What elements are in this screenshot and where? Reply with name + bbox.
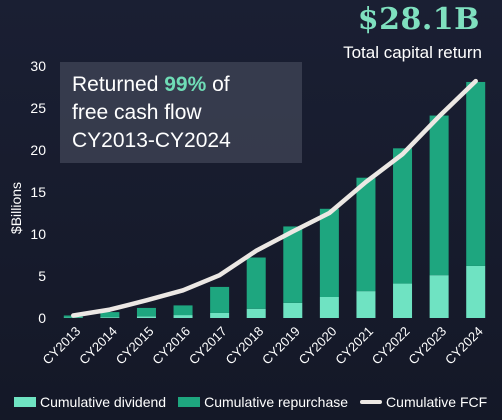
bar-dividend-cy2018 xyxy=(246,308,266,318)
fcf-point-cy2023 xyxy=(437,114,441,118)
y-tick-label-30: 30 xyxy=(30,58,46,74)
y-tick-label-25: 25 xyxy=(30,100,46,116)
x-tick-label-cy2014: CY2014 xyxy=(76,324,120,368)
bar-dividend-cy2016 xyxy=(173,315,193,318)
chart-legend: Cumulative dividend Cumulative repurchas… xyxy=(14,394,502,410)
x-tick-label-cy2022: CY2022 xyxy=(369,324,413,368)
bar-dividend-cy2022 xyxy=(393,283,413,318)
x-tick-label-cy2016: CY2016 xyxy=(149,324,193,368)
bar-repurchase-cy2018 xyxy=(246,257,266,309)
y-tick-label-10: 10 xyxy=(30,226,46,242)
fcf-point-cy2021 xyxy=(364,180,368,184)
x-tick-label-cy2024: CY2024 xyxy=(442,324,486,368)
fcf-line xyxy=(71,78,478,318)
x-tick-label-cy2018: CY2018 xyxy=(223,324,267,368)
x-tick-label-cy2023: CY2023 xyxy=(405,324,449,368)
legend-item-dividend: Cumulative dividend xyxy=(14,394,166,410)
bar-dividend-cy2024 xyxy=(466,265,486,318)
y-tick-label-0: 0 xyxy=(38,310,46,326)
bar-dividend-cy2021 xyxy=(356,291,376,318)
legend-swatch-repurchase xyxy=(178,397,201,407)
bar-dividend-cy2014 xyxy=(100,317,120,318)
bar-repurchase-cy2024 xyxy=(466,81,486,266)
x-tick-label-cy2021: CY2021 xyxy=(332,324,376,368)
y-axis: 0 5 10 15 20 25 30 xyxy=(30,58,46,326)
fcf-point-cy2016 xyxy=(181,288,185,292)
legend-swatch-fcf xyxy=(360,400,383,404)
bar-repurchase-cy2015 xyxy=(136,307,156,317)
callout-suffix: of xyxy=(206,73,230,96)
x-tick-label-cy2013: CY2013 xyxy=(40,324,84,368)
y-tick-label-5: 5 xyxy=(38,268,46,284)
bar-dividend-cy2019 xyxy=(283,302,303,318)
bar-repurchase-cy2020 xyxy=(319,208,339,297)
bar-dividend-cy2017 xyxy=(210,312,230,318)
callout-line-3: CY2013-CY2024 xyxy=(72,129,231,152)
y-tick-label-15: 15 xyxy=(30,184,46,200)
legend-label-repurchase: Cumulative repurchase xyxy=(204,394,349,410)
bar-dividend-cy2020 xyxy=(319,297,339,318)
x-tick-label-cy2019: CY2019 xyxy=(259,324,303,368)
legend-label-dividend: Cumulative dividend xyxy=(40,394,167,410)
fcf-callout-box: Returned 99% of free cash flow CY2013-CY… xyxy=(60,62,302,163)
bar-repurchase-cy2023 xyxy=(429,115,449,276)
fcf-point-cy2015 xyxy=(144,298,148,302)
bar-repurchase-cy2017 xyxy=(210,286,230,313)
total-return-caption: Total capital return xyxy=(343,43,482,62)
fcf-point-cy2024 xyxy=(474,79,478,83)
bar-repurchase-cy2014 xyxy=(100,312,120,318)
legend-label-fcf: Cumulative FCF xyxy=(386,394,488,410)
legend-item-fcf: Cumulative FCF xyxy=(360,394,487,410)
bar-repurchase-cy2022 xyxy=(393,148,413,284)
callout-prefix: Returned xyxy=(72,73,165,96)
legend-item-repurchase: Cumulative repurchase xyxy=(178,394,348,410)
fcf-point-cy2018 xyxy=(254,249,258,253)
bar-repurchase-cy2016 xyxy=(173,305,193,316)
y-axis-label: $Billions xyxy=(8,181,24,235)
x-tick-label-cy2020: CY2020 xyxy=(296,324,340,368)
total-return-value: $28.1B xyxy=(357,2,480,37)
fcf-point-cy2013 xyxy=(71,313,75,317)
bar-repurchase-cy2021 xyxy=(356,177,376,292)
callout-percentage: 99% xyxy=(164,73,207,96)
callout-line-1: Returned 99% of xyxy=(72,71,290,99)
fcf-point-cy2017 xyxy=(218,273,222,277)
bar-series xyxy=(63,81,486,318)
x-tick-label-cy2015: CY2015 xyxy=(113,324,157,368)
bar-repurchase-cy2019 xyxy=(283,226,303,303)
x-tick-label-cy2017: CY2017 xyxy=(186,324,230,368)
x-axis: CY2013CY2014CY2015CY2016CY2017CY2018CY20… xyxy=(40,324,486,368)
fcf-point-cy2014 xyxy=(108,308,112,312)
callout-line-2: free cash flow xyxy=(72,101,202,124)
fcf-point-cy2019 xyxy=(291,229,295,233)
fcf-point-cy2022 xyxy=(401,152,405,156)
legend-swatch-dividend xyxy=(14,397,36,407)
fcf-line-series xyxy=(71,78,478,318)
bar-dividend-cy2023 xyxy=(429,275,449,318)
bar-dividend-cy2015 xyxy=(136,316,156,318)
y-tick-label-20: 20 xyxy=(30,142,46,158)
fcf-point-cy2020 xyxy=(327,211,331,215)
